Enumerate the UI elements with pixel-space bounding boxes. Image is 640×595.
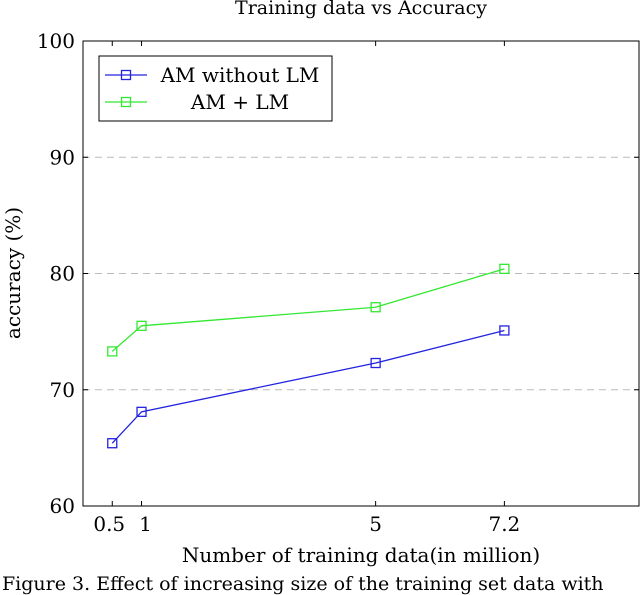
data-point <box>136 406 147 417</box>
series-line <box>111 268 505 352</box>
series-layer <box>107 263 510 449</box>
series-1 <box>107 325 510 449</box>
figure-caption: Figure 3. Effect of increasing size of t… <box>0 573 640 595</box>
y-tick-label: 70 <box>50 378 75 402</box>
data-point <box>370 357 381 369</box>
legend: AM without LM AM + LM <box>98 55 333 122</box>
legend-label: AM + LM <box>190 90 289 114</box>
series-line <box>111 329 505 444</box>
legend-box <box>98 55 333 122</box>
x-tick-label: 7.2 <box>488 512 520 536</box>
data-point <box>136 320 147 331</box>
gridlines <box>83 156 639 391</box>
y-tick-label: 80 <box>50 262 75 286</box>
figure-caption-text: Figure 3. Effect of increasing size of t… <box>2 573 604 595</box>
series-2 <box>107 263 510 357</box>
x-tick-label: 0.5 <box>93 512 125 536</box>
y-tick-label: 100 <box>37 29 75 53</box>
x-axis-ticks: 0.5 1 5 7.2 <box>93 41 520 536</box>
legend-label: AM without LM <box>160 63 320 87</box>
x-tick-label: 5 <box>369 512 382 536</box>
legend-marker <box>120 96 132 108</box>
legend-marker <box>120 69 132 81</box>
y-axis-ticks: 60 70 80 90 100 <box>37 29 639 518</box>
y-tick-label: 60 <box>50 494 75 518</box>
data-point <box>107 438 118 449</box>
data-point <box>499 263 510 275</box>
x-tick-label: 1 <box>139 512 152 536</box>
x-axis-label: Number of training data(in million) <box>182 543 540 567</box>
y-axis-label: accuracy (%) <box>1 207 25 339</box>
y-tick-label: 90 <box>50 145 75 169</box>
data-point <box>107 346 118 357</box>
chart-title: Training data vs Accuracy <box>235 0 487 19</box>
data-point <box>370 302 381 313</box>
data-point <box>499 325 510 336</box>
